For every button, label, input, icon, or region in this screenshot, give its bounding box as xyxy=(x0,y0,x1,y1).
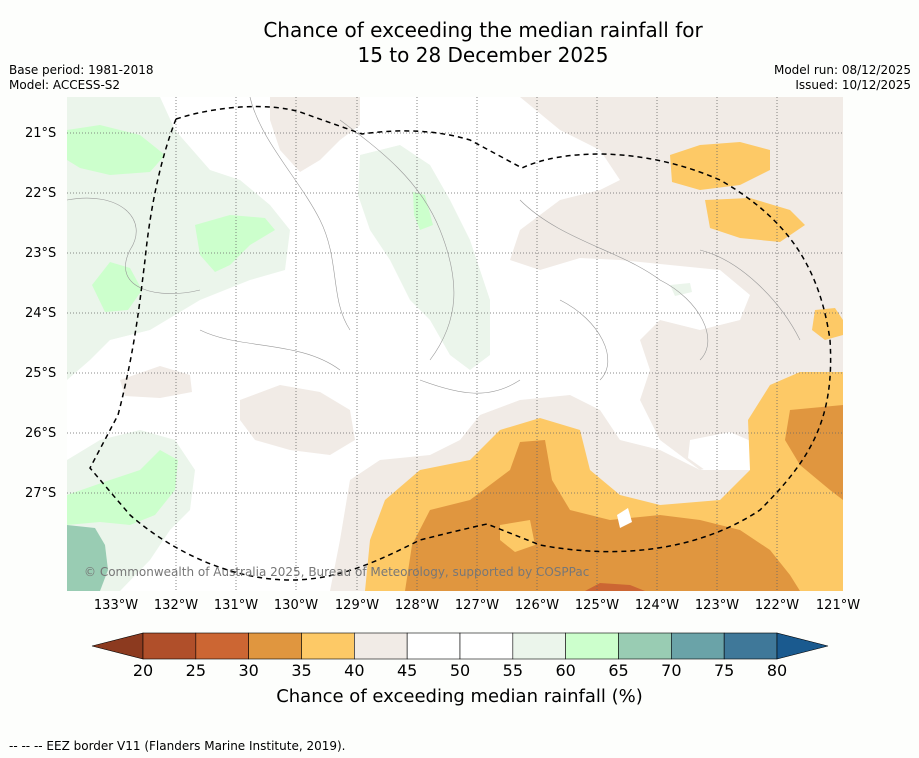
colorbar-tick-label: 50 xyxy=(449,661,471,680)
colorbar-segment xyxy=(248,632,302,660)
lon-label: 125°W xyxy=(574,598,620,613)
copyright-text: © Commonwealth of Australia 2025, Bureau… xyxy=(84,565,590,579)
colorbar-tick-label: 75 xyxy=(713,661,735,680)
region-25-30 xyxy=(585,583,645,591)
colorbar-segment xyxy=(671,632,725,660)
lat-label: 27°S xyxy=(25,486,57,501)
colorbar xyxy=(91,632,829,660)
rainfall-field xyxy=(67,97,843,591)
colorbar-segment xyxy=(195,632,249,660)
region-40-45-west xyxy=(120,366,192,398)
region-cut-b xyxy=(617,508,632,528)
lat-label: 22°S xyxy=(25,186,57,201)
lat-label: 26°S xyxy=(25,426,57,441)
region-60-65-a xyxy=(67,125,165,175)
colorbar-tick-label: 40 xyxy=(344,661,365,680)
region-65-70 xyxy=(67,525,108,591)
model-run: Model run: 08/12/2025 xyxy=(773,63,911,77)
region-30-35-east xyxy=(785,405,843,500)
eez-border xyxy=(89,105,832,581)
colorbar-segment xyxy=(618,632,672,660)
lon-label: 131°W xyxy=(213,598,259,613)
lon-label: 122°W xyxy=(754,598,800,613)
lat-label: 21°S xyxy=(25,126,57,141)
lon-label: 123°W xyxy=(694,598,740,613)
lon-label: 124°W xyxy=(634,598,680,613)
region-40-45-mid xyxy=(240,385,355,455)
colorbar-arrow-low xyxy=(91,632,144,660)
title-line-1: Chance of exceeding the median rainfall … xyxy=(263,18,703,42)
colorbar-segment xyxy=(142,632,197,660)
meta-right: Model run: 08/12/2025 Issued: 10/12/2025 xyxy=(774,63,911,93)
colorbar-segment xyxy=(565,632,619,660)
lon-label: 126°W xyxy=(514,598,560,613)
colorbar-segment xyxy=(301,632,355,660)
base-period: Base period: 1981-2018 xyxy=(9,63,154,77)
colorbar-segment xyxy=(512,632,566,660)
lat-label: 24°S xyxy=(25,306,57,321)
colorbar-tick-label: 45 xyxy=(396,661,418,680)
model-name: Model: ACCESS-S2 xyxy=(9,78,121,92)
lat-label: 25°S xyxy=(25,366,57,381)
lon-label: 133°W xyxy=(93,598,139,613)
issued-date: Issued: 10/12/2025 xyxy=(795,78,911,92)
region-60-65-c xyxy=(92,262,142,312)
region-55-60-center xyxy=(358,145,490,370)
meta-left: Base period: 1981-2018 Model: ACCESS-S2 xyxy=(9,63,154,93)
chart-title: Chance of exceeding the median rainfall … xyxy=(0,18,919,68)
title-line-2: 15 to 28 December 2025 xyxy=(357,43,609,67)
contour-lines xyxy=(67,97,801,394)
lon-label: 132°W xyxy=(153,598,199,613)
region-60-65-f xyxy=(670,283,692,296)
lon-label: 129°W xyxy=(334,598,380,613)
colorbar-segment xyxy=(459,632,514,660)
eez-legend-footer: -- -- -- EEZ border V11 (Flanders Marine… xyxy=(9,739,346,753)
region-30-35-south xyxy=(405,440,800,591)
colorbar-tick-label: 35 xyxy=(291,661,312,680)
region-60-65-b xyxy=(195,215,275,272)
graticule xyxy=(67,97,843,591)
region-35-40-ne-a xyxy=(670,142,770,190)
colorbar-tick-label: 70 xyxy=(661,661,682,680)
region-60-65-d xyxy=(413,192,433,230)
region-40-45-north xyxy=(270,97,360,172)
lat-label: 23°S xyxy=(25,246,57,261)
colorbar-segment xyxy=(406,632,461,660)
colorbar-tick-label: 30 xyxy=(238,661,259,680)
region-45-50-cut xyxy=(688,432,760,470)
lon-label: 130°W xyxy=(273,598,319,613)
colorbar-tick-label: 60 xyxy=(555,661,576,680)
colorbar-tick-label: 25 xyxy=(185,661,206,680)
region-35-40-ne-b xyxy=(705,198,805,242)
lon-label: 128°W xyxy=(394,598,440,613)
colorbar-tick-label: 55 xyxy=(502,661,523,680)
colorbar-arrow-high xyxy=(776,632,829,660)
colorbar-tick-label: 20 xyxy=(132,661,154,680)
colorbar-tick-label: 65 xyxy=(608,661,629,680)
colorbar-tick-label: 80 xyxy=(766,661,788,680)
colorbar-segment xyxy=(354,632,408,660)
lon-label: 121°W xyxy=(815,598,861,613)
region-60-65-e xyxy=(67,450,178,525)
colorbar-segment xyxy=(723,632,778,660)
lon-label: 127°W xyxy=(454,598,500,613)
region-40-45-east xyxy=(510,97,843,470)
region-40-45-ne xyxy=(650,330,720,420)
colorbar-title: Chance of exceeding median rainfall (%) xyxy=(276,686,643,707)
